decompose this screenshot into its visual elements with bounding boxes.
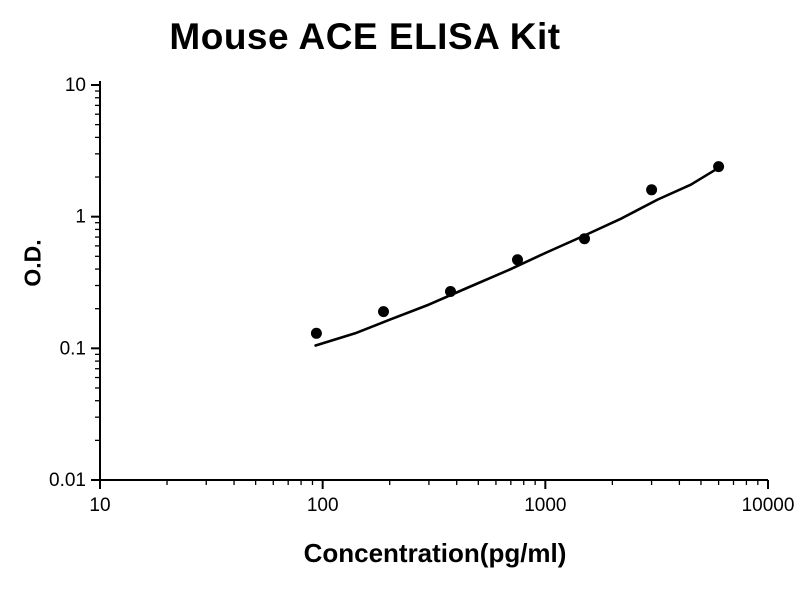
chart-title: Mouse ACE ELISA Kit <box>169 16 561 57</box>
x-tick-label: 1000 <box>524 495 566 516</box>
data-point <box>713 161 725 173</box>
y-tick-label: 0.01 <box>49 470 86 491</box>
x-tick-label: 10000 <box>742 495 795 516</box>
data-point <box>646 184 658 196</box>
y-tick-label: 10 <box>65 75 86 96</box>
y-tick-label: 0.1 <box>60 338 86 359</box>
data-point <box>310 327 322 339</box>
data-point <box>579 233 590 245</box>
x-tick-label: 10 <box>89 495 110 516</box>
y-tick-label: 1 <box>75 207 86 228</box>
x-tick-label: 100 <box>307 495 339 516</box>
x-axis-label: Concentration(pg/ml) <box>303 538 567 568</box>
data-point <box>445 286 456 297</box>
data-point <box>378 306 389 318</box>
fit-curve <box>314 166 720 347</box>
data-point <box>512 254 523 266</box>
